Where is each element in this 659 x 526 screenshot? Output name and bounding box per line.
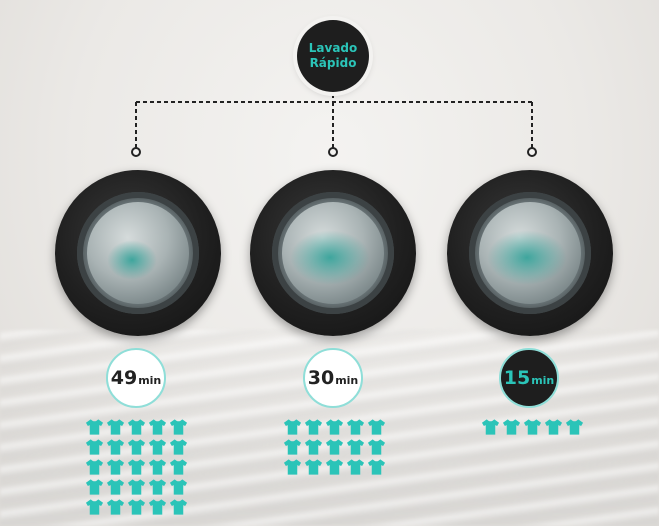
tshirt-icon xyxy=(367,419,386,435)
time-badge-2: 30 min xyxy=(303,348,363,408)
tshirt-icon xyxy=(304,439,323,455)
tshirt-icon xyxy=(85,439,104,455)
tshirt-icon xyxy=(325,459,344,475)
tshirt-icon xyxy=(169,459,188,475)
time-unit: min xyxy=(335,374,359,387)
time-badge-1: 49 min xyxy=(106,348,166,408)
time-value: 49 xyxy=(110,367,138,389)
washer-drum-3 xyxy=(447,170,613,336)
tshirt-icon xyxy=(148,499,167,515)
tshirt-icon xyxy=(127,459,146,475)
tshirt-icon xyxy=(283,419,302,435)
washer-drum-2 xyxy=(250,170,416,336)
tshirt-icon xyxy=(169,419,188,435)
tshirt-icon xyxy=(85,479,104,495)
tshirt-icon xyxy=(127,479,146,495)
tshirt-icon xyxy=(106,439,125,455)
tshirt-icon xyxy=(346,459,365,475)
load-grid-3 xyxy=(481,418,584,436)
time-unit: min xyxy=(531,374,555,387)
load-grid-1 xyxy=(85,418,188,516)
tshirt-icon xyxy=(367,439,386,455)
tshirt-icon xyxy=(148,479,167,495)
quick-wash-badge: Lavado Rápido xyxy=(297,20,369,92)
tshirt-icon xyxy=(169,439,188,455)
tshirt-icon xyxy=(502,419,521,435)
tshirt-icon xyxy=(169,499,188,515)
tshirt-icon xyxy=(346,419,365,435)
tshirt-icon xyxy=(346,439,365,455)
tshirt-icon xyxy=(304,419,323,435)
tshirt-icon xyxy=(481,419,500,435)
tshirt-icon xyxy=(325,419,344,435)
tshirt-icon xyxy=(148,419,167,435)
tshirt-icon xyxy=(85,459,104,475)
tshirt-icon xyxy=(106,419,125,435)
tshirt-icon xyxy=(565,419,584,435)
load-grid-2 xyxy=(283,418,386,476)
badge-line-1: Lavado xyxy=(308,41,358,55)
tshirt-icon xyxy=(127,499,146,515)
tshirt-icon xyxy=(106,499,125,515)
tshirt-icon xyxy=(367,459,386,475)
badge-line-2: Rápido xyxy=(309,56,357,70)
tshirt-icon xyxy=(325,439,344,455)
tshirt-icon xyxy=(283,459,302,475)
tshirt-icon xyxy=(127,439,146,455)
tshirt-icon xyxy=(304,459,323,475)
tshirt-icon xyxy=(85,419,104,435)
washer-drum-1 xyxy=(55,170,221,336)
tshirt-icon xyxy=(106,459,125,475)
tshirt-icon xyxy=(148,459,167,475)
time-badge-3: 15 min xyxy=(499,348,559,408)
tshirt-icon xyxy=(523,419,542,435)
tshirt-icon xyxy=(85,499,104,515)
time-value: 15 xyxy=(503,367,531,389)
tshirt-icon xyxy=(283,439,302,455)
time-unit: min xyxy=(138,374,162,387)
time-value: 30 xyxy=(307,367,335,389)
tshirt-icon xyxy=(127,419,146,435)
tshirt-icon xyxy=(169,479,188,495)
tshirt-icon xyxy=(544,419,563,435)
tshirt-icon xyxy=(106,479,125,495)
tshirt-icon xyxy=(148,439,167,455)
